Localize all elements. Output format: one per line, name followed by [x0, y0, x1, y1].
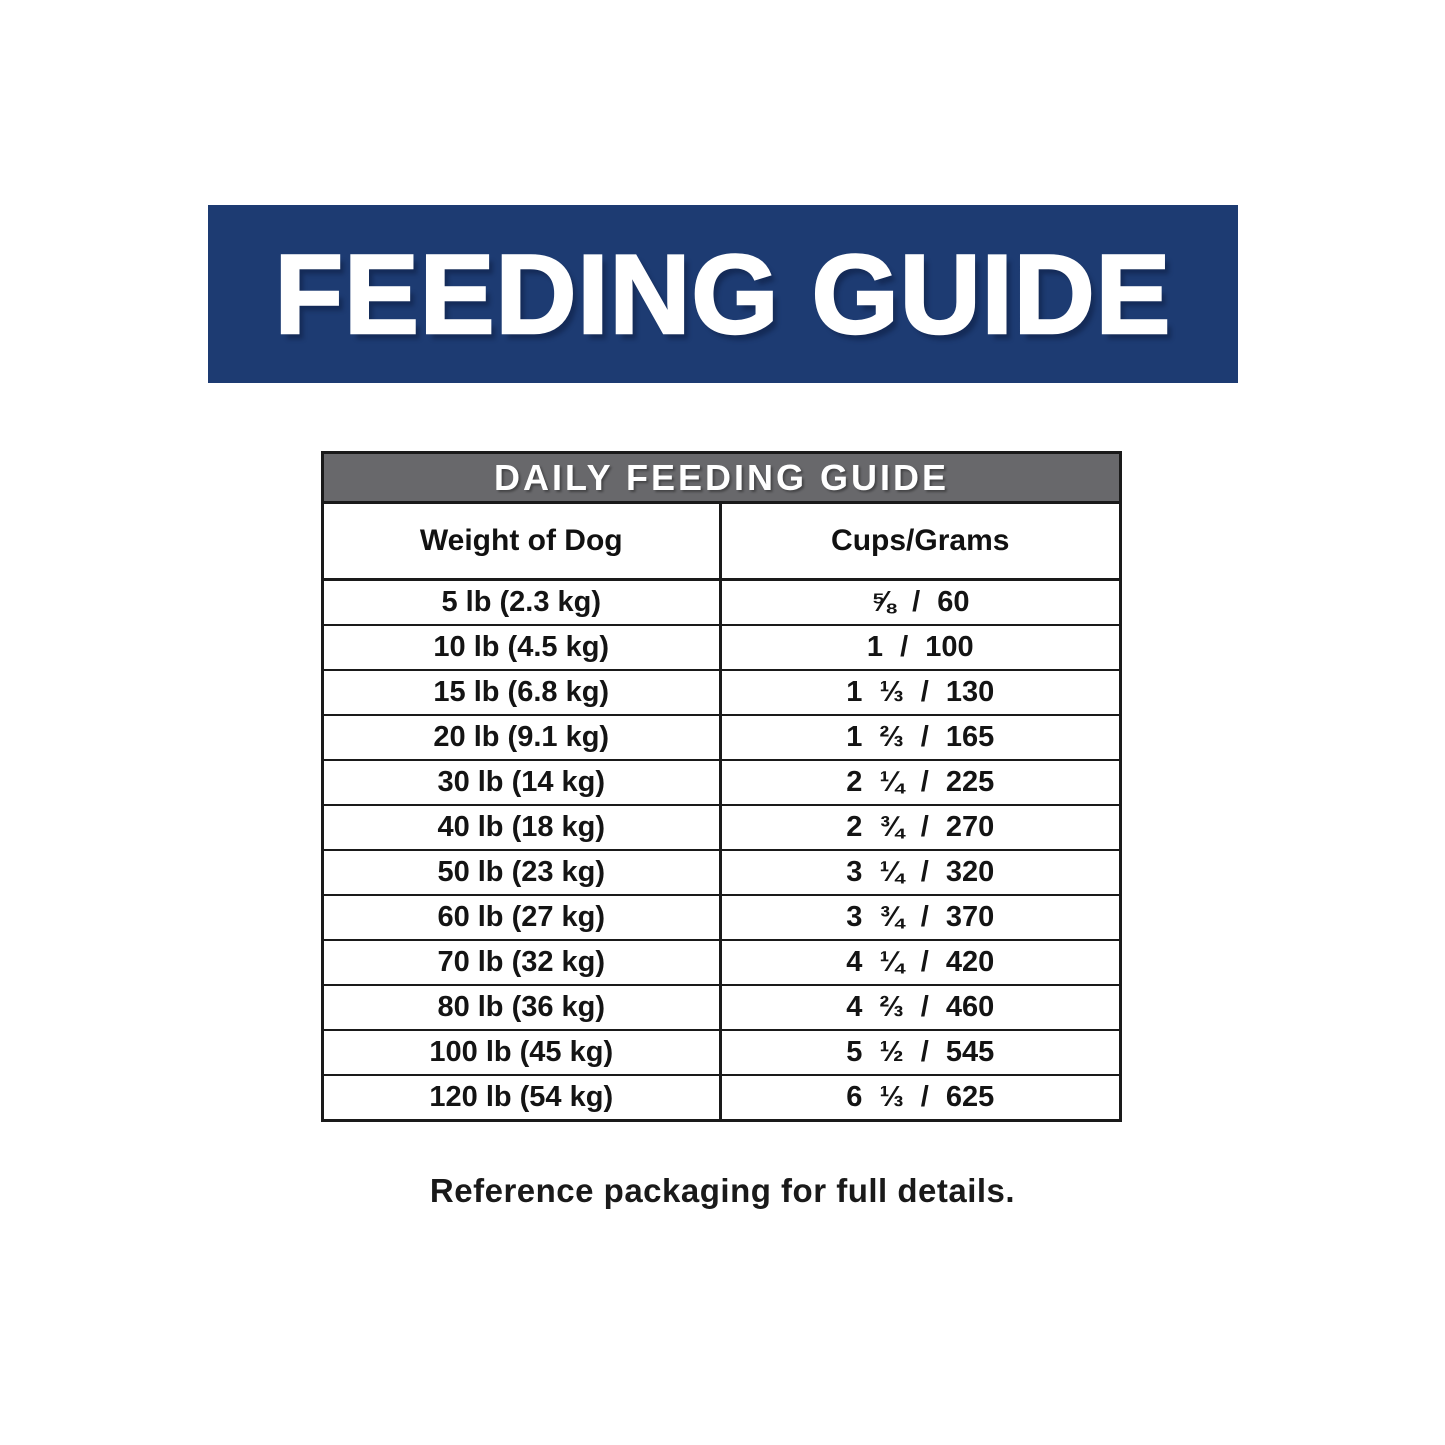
- weight-cell: 30 lb (14 kg): [324, 761, 722, 804]
- weight-cell: 40 lb (18 kg): [324, 806, 722, 849]
- weight-cell: 120 lb (54 kg): [324, 1076, 722, 1119]
- table-header-row: Weight of Dog Cups/Grams: [324, 504, 1119, 581]
- cups-grams-cell: 3 ¼ / 320: [846, 856, 995, 888]
- cups-grams-cell: 1 ⅓ / 130: [846, 676, 995, 708]
- footer-note: Reference packaging for full details.: [429, 1172, 1016, 1209]
- weight-cell: 50 lb (23 kg): [324, 851, 722, 894]
- cups-grams-cell: 4 ⅔ / 460: [846, 991, 995, 1023]
- daily-feeding-guide-table: DAILY FEEDING GUIDE Weight of Dog Cups/G…: [321, 451, 1122, 1122]
- weight-cell: 20 lb (9.1 kg): [324, 716, 722, 759]
- feeding-guide-banner: FEEDING GUIDE: [208, 205, 1238, 383]
- cups-grams-cell: 4 ¼ / 420: [846, 946, 995, 978]
- table-row: 60 lb (27 kg) 3 ¾ / 370: [324, 896, 1119, 941]
- table-row: 15 lb (6.8 kg) 1 ⅓ / 130: [324, 671, 1119, 716]
- table-row: 70 lb (32 kg) 4 ¼ / 420: [324, 941, 1119, 986]
- table-row: 30 lb (14 kg) 2 ¼ / 225: [324, 761, 1119, 806]
- cups-grams-cell: 1 ⅔ / 165: [846, 721, 995, 753]
- column-header-cups-grams: Cups/Grams: [831, 524, 1010, 557]
- cups-grams-cell: 2 ¾ / 270: [846, 811, 995, 843]
- weight-cell: 60 lb (27 kg): [324, 896, 722, 939]
- cups-grams-cell: 2 ¼ / 225: [846, 766, 995, 798]
- weight-cell: 70 lb (32 kg): [324, 941, 722, 984]
- column-header-weight: Weight of Dog: [324, 504, 722, 578]
- cups-grams-cell: 3 ¾ / 370: [846, 901, 995, 933]
- weight-cell: 100 lb (45 kg): [324, 1031, 722, 1074]
- table-row: 20 lb (9.1 kg) 1 ⅔ / 165: [324, 716, 1119, 761]
- page-title: FEEDING GUIDE: [273, 230, 1172, 358]
- cups-grams-cell: 6 ⅓ / 625: [846, 1081, 995, 1113]
- table-row: 40 lb (18 kg) 2 ¾ / 270: [324, 806, 1119, 851]
- weight-cell: 10 lb (4.5 kg): [324, 626, 722, 669]
- table-row: 100 lb (45 kg) 5 ½ / 545: [324, 1031, 1119, 1076]
- table-row: 120 lb (54 kg) 6 ⅓ / 625: [324, 1076, 1119, 1119]
- table-row: 50 lb (23 kg) 3 ¼ / 320: [324, 851, 1119, 896]
- weight-cell: 5 lb (2.3 kg): [324, 581, 722, 624]
- cups-grams-cell: 1 / 100: [866, 631, 974, 663]
- weight-cell: 80 lb (36 kg): [324, 986, 722, 1029]
- cups-grams-cell: ⅝ / 60: [870, 586, 970, 618]
- table-row: 80 lb (36 kg) 4 ⅔ / 460: [324, 986, 1119, 1031]
- cups-grams-cell: 5 ½ / 545: [846, 1036, 995, 1068]
- weight-cell: 15 lb (6.8 kg): [324, 671, 722, 714]
- table-row: 10 lb (4.5 kg) 1 / 100: [324, 626, 1119, 671]
- table-row: 5 lb (2.3 kg) ⅝ / 60: [324, 581, 1119, 626]
- table-title: DAILY FEEDING GUIDE: [324, 454, 1119, 504]
